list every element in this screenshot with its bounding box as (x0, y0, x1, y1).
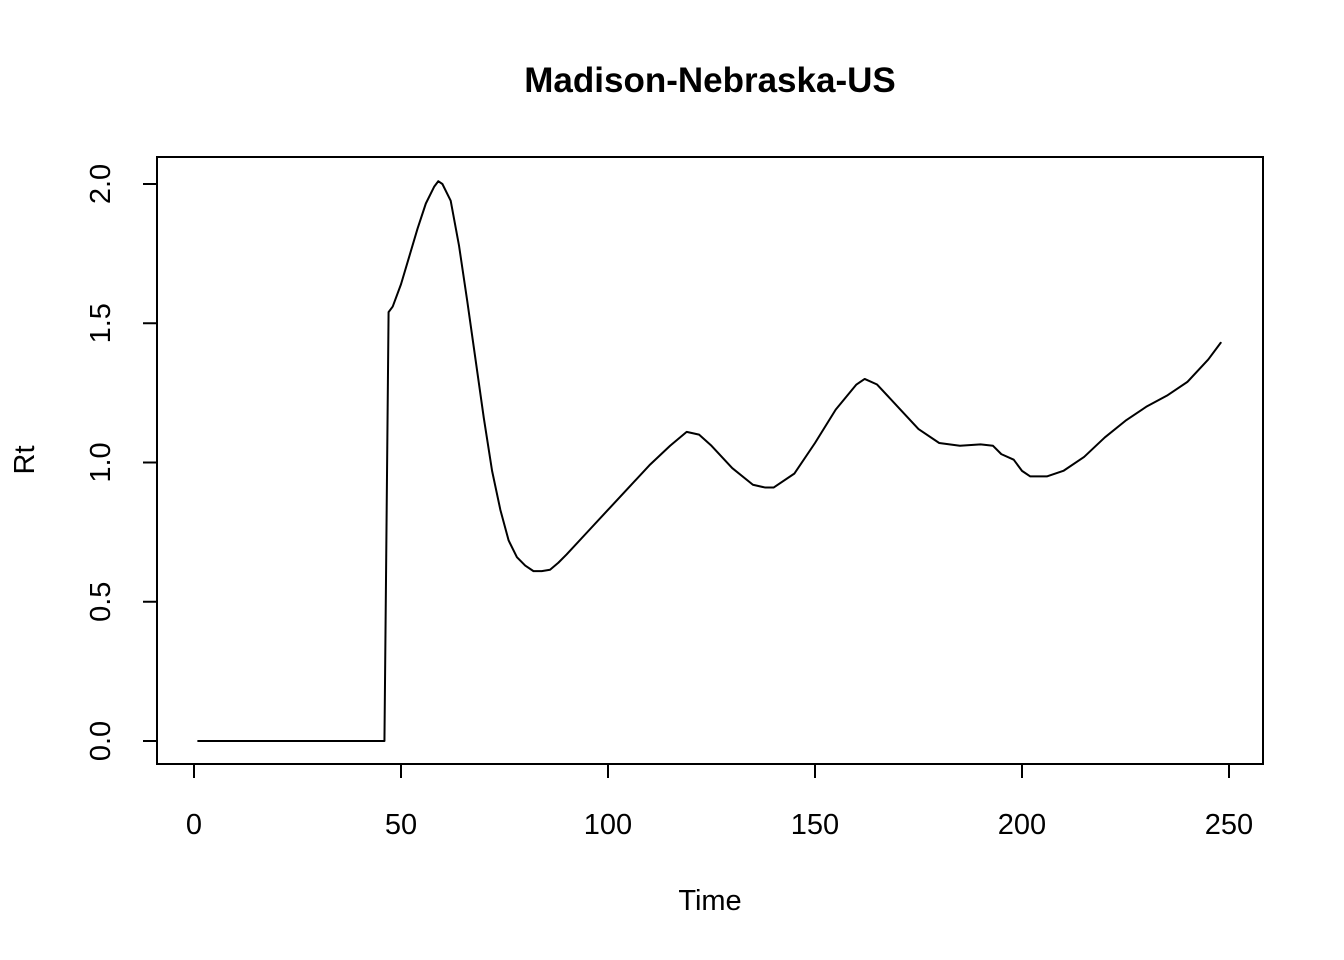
chart-title: Madison-Nebraska-US (524, 61, 895, 100)
x-tick-label: 50 (385, 809, 417, 841)
x-tick-label: 150 (791, 809, 839, 841)
plot-frame (156, 156, 1264, 765)
x-tick-label: 250 (1205, 809, 1253, 841)
y-axis: 0.0 0.5 1.0 1.5 2.0 (85, 164, 158, 761)
x-tick-label: 200 (998, 809, 1046, 841)
series-line (197, 180, 1222, 742)
x-tick-label: 0 (186, 809, 202, 841)
x-axis-label: Time (678, 885, 741, 917)
y-tick-label: 0.0 (85, 721, 117, 761)
x-axis: 0 50 100 150 200 250 (186, 763, 1253, 841)
y-tick-label: 2.0 (85, 164, 117, 204)
y-tick-label: 1.5 (85, 303, 117, 343)
y-axis-label: Rt (9, 446, 41, 475)
y-tick-label: 1.0 (85, 442, 117, 482)
x-tick-label: 100 (584, 809, 632, 841)
y-tick-label: 0.5 (85, 582, 117, 622)
